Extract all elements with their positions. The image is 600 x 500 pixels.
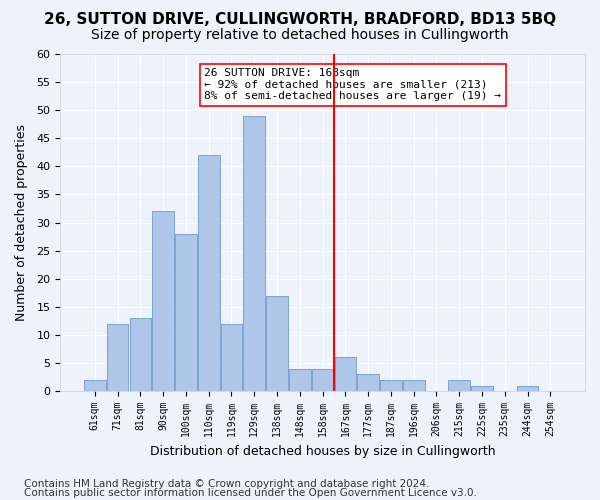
Text: Contains public sector information licensed under the Open Government Licence v3: Contains public sector information licen… bbox=[24, 488, 477, 498]
Bar bbox=[380, 380, 402, 391]
Y-axis label: Number of detached properties: Number of detached properties bbox=[15, 124, 28, 321]
Bar bbox=[358, 374, 379, 391]
Bar bbox=[403, 380, 425, 391]
Bar bbox=[130, 318, 151, 391]
Bar bbox=[152, 212, 174, 391]
Text: 26, SUTTON DRIVE, CULLINGWORTH, BRADFORD, BD13 5BQ: 26, SUTTON DRIVE, CULLINGWORTH, BRADFORD… bbox=[44, 12, 556, 28]
Bar bbox=[517, 386, 538, 391]
Bar bbox=[198, 155, 220, 391]
Text: Contains HM Land Registry data © Crown copyright and database right 2024.: Contains HM Land Registry data © Crown c… bbox=[24, 479, 430, 489]
Bar bbox=[107, 324, 128, 391]
Bar bbox=[312, 368, 334, 391]
Bar bbox=[335, 358, 356, 391]
X-axis label: Distribution of detached houses by size in Cullingworth: Distribution of detached houses by size … bbox=[150, 444, 496, 458]
Bar bbox=[266, 296, 288, 391]
Text: 26 SUTTON DRIVE: 168sqm
← 92% of detached houses are smaller (213)
8% of semi-de: 26 SUTTON DRIVE: 168sqm ← 92% of detache… bbox=[204, 68, 501, 101]
Bar bbox=[221, 324, 242, 391]
Text: Size of property relative to detached houses in Cullingworth: Size of property relative to detached ho… bbox=[91, 28, 509, 42]
Bar bbox=[471, 386, 493, 391]
Bar bbox=[448, 380, 470, 391]
Bar bbox=[175, 234, 197, 391]
Bar bbox=[244, 116, 265, 391]
Bar bbox=[84, 380, 106, 391]
Bar bbox=[289, 368, 311, 391]
